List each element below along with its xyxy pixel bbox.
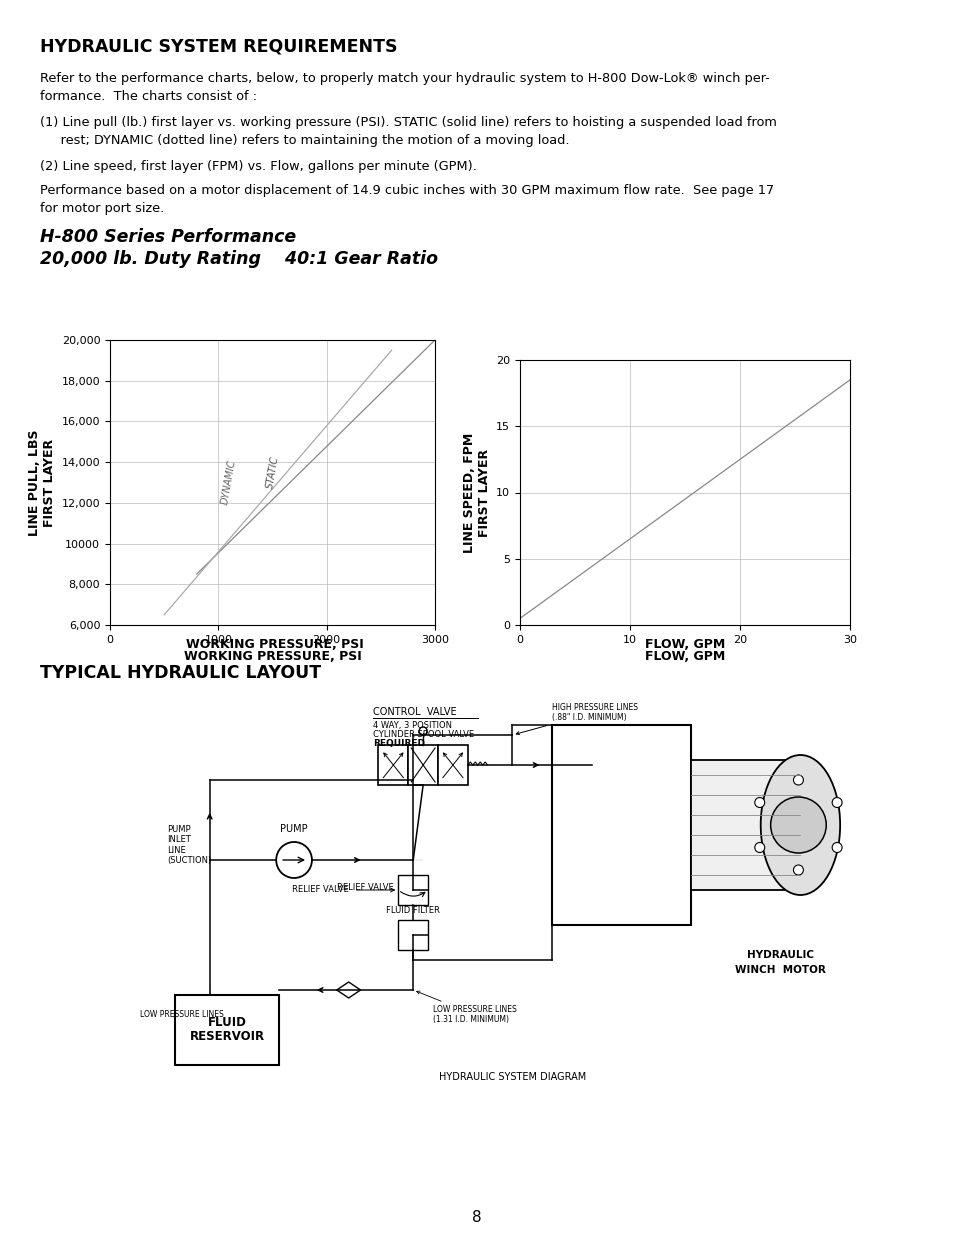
Text: HIGH PRESSURE LINES
(.88" I.D. MINIMUM): HIGH PRESSURE LINES (.88" I.D. MINIMUM)	[516, 703, 638, 735]
Circle shape	[793, 864, 802, 876]
Text: STATIC: STATIC	[264, 456, 280, 489]
Text: H-800 Series Performance: H-800 Series Performance	[40, 228, 295, 246]
Y-axis label: LINE SPEED, FPM
FIRST LAYER: LINE SPEED, FPM FIRST LAYER	[462, 432, 490, 552]
Circle shape	[754, 798, 764, 808]
Text: Refer to the performance charts, below, to properly match your hydraulic system : Refer to the performance charts, below, …	[40, 72, 769, 85]
Text: CONTROL  VALVE: CONTROL VALVE	[374, 706, 456, 718]
Text: WORKING PRESSURE, PSI: WORKING PRESSURE, PSI	[186, 638, 363, 651]
Circle shape	[770, 797, 825, 853]
Text: rest; DYNAMIC (dotted line) refers to maintaining the motion of a moving load.: rest; DYNAMIC (dotted line) refers to ma…	[40, 135, 569, 147]
Text: FLOW, GPM: FLOW, GPM	[644, 638, 724, 651]
Text: Performance based on a motor displacement of 14.9 cubic inches with 30 GPM maxim: Performance based on a motor displacemen…	[40, 184, 773, 198]
Circle shape	[276, 842, 312, 878]
Text: CYLINDER SPOOL VALVE: CYLINDER SPOOL VALVE	[374, 730, 475, 739]
Text: DYNAMIC: DYNAMIC	[220, 459, 238, 505]
Text: REQUIRED: REQUIRED	[374, 739, 425, 748]
Bar	[398, 920, 428, 950]
Text: LOW PRESSURE LINES: LOW PRESSURE LINES	[140, 1010, 224, 1019]
Bar	[174, 995, 279, 1065]
Text: WINCH  MOTOR: WINCH MOTOR	[735, 965, 825, 974]
Text: RELIEF VALVE: RELIEF VALVE	[292, 885, 348, 894]
Text: formance.  The charts consist of :: formance. The charts consist of :	[40, 90, 257, 103]
Text: for motor port size.: for motor port size.	[40, 203, 164, 215]
Text: 8: 8	[472, 1210, 481, 1225]
X-axis label: FLOW, GPM: FLOW, GPM	[644, 651, 724, 663]
Bar	[552, 725, 691, 925]
Circle shape	[831, 842, 841, 852]
Text: HYDRAULIC SYSTEM DIAGRAM: HYDRAULIC SYSTEM DIAGRAM	[438, 1072, 585, 1082]
Circle shape	[754, 842, 764, 852]
Text: RESERVOIR: RESERVOIR	[190, 1030, 264, 1044]
Ellipse shape	[760, 755, 840, 895]
Y-axis label: LINE PULL, LBS
FIRST LAYER: LINE PULL, LBS FIRST LAYER	[28, 430, 56, 536]
Circle shape	[831, 798, 841, 808]
Text: RELIEF VALVE: RELIEF VALVE	[336, 883, 393, 893]
Text: PUMP
INLET
LINE
(SUCTION): PUMP INLET LINE (SUCTION)	[167, 825, 211, 866]
Bar	[691, 760, 800, 890]
Text: FLUID: FLUID	[208, 1016, 246, 1030]
Bar	[437, 745, 467, 785]
Text: PUMP: PUMP	[280, 824, 308, 834]
Text: (2) Line speed, first layer (FPM) vs. Flow, gallons per minute (GPM).: (2) Line speed, first layer (FPM) vs. Fl…	[40, 161, 476, 173]
Text: (1) Line pull (lb.) first layer vs. working pressure (PSI). STATIC (solid line) : (1) Line pull (lb.) first layer vs. work…	[40, 116, 776, 128]
Text: TYPICAL HYDRAULIC LAYOUT: TYPICAL HYDRAULIC LAYOUT	[40, 664, 321, 682]
Text: FLUID FILTER: FLUID FILTER	[386, 906, 439, 915]
Text: HYDRAULIC SYSTEM REQUIREMENTS: HYDRAULIC SYSTEM REQUIREMENTS	[40, 38, 397, 56]
X-axis label: WORKING PRESSURE, PSI: WORKING PRESSURE, PSI	[183, 651, 361, 663]
Bar	[398, 876, 428, 905]
Bar	[378, 745, 408, 785]
Text: HYDRAULIC: HYDRAULIC	[746, 950, 813, 960]
Text: 4 WAY, 3 POSITION: 4 WAY, 3 POSITION	[374, 721, 452, 730]
Bar	[408, 745, 437, 785]
Text: 20,000 lb. Duty Rating    40:1 Gear Ratio: 20,000 lb. Duty Rating 40:1 Gear Ratio	[40, 249, 437, 268]
Circle shape	[793, 776, 802, 785]
Text: LOW PRESSURE LINES
(1.31 I.D. MINIMUM): LOW PRESSURE LINES (1.31 I.D. MINIMUM)	[416, 992, 517, 1024]
